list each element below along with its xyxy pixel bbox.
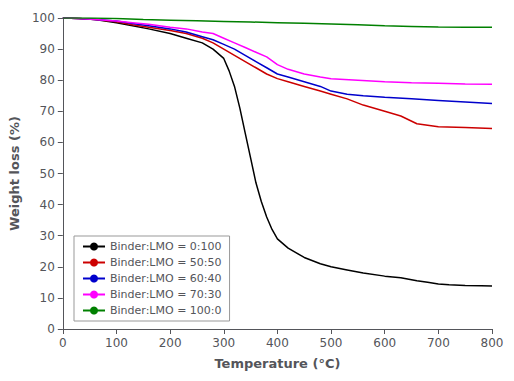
- svg-text:Temperature (°C): Temperature (°C): [214, 356, 340, 371]
- svg-text:500: 500: [320, 336, 343, 350]
- svg-text:20: 20: [40, 260, 55, 274]
- svg-text:60: 60: [40, 135, 55, 149]
- svg-text:80: 80: [40, 73, 55, 87]
- svg-text:800: 800: [481, 336, 504, 350]
- svg-text:Binder:LMO = 100:0: Binder:LMO = 100:0: [110, 304, 222, 317]
- svg-text:Binder:LMO = 0:100: Binder:LMO = 0:100: [110, 240, 222, 253]
- svg-text:90: 90: [40, 42, 55, 56]
- svg-text:40: 40: [40, 198, 55, 212]
- svg-text:50: 50: [40, 167, 55, 181]
- svg-text:100: 100: [32, 11, 55, 25]
- svg-text:300: 300: [212, 336, 235, 350]
- svg-text:100: 100: [105, 336, 128, 350]
- svg-text:Binder:LMO = 70:30: Binder:LMO = 70:30: [110, 288, 222, 301]
- svg-text:700: 700: [427, 336, 450, 350]
- svg-text:Weight loss (%): Weight loss (%): [7, 116, 22, 231]
- svg-text:600: 600: [373, 336, 396, 350]
- svg-text:70: 70: [40, 104, 55, 118]
- svg-text:Binder:LMO = 50:50: Binder:LMO = 50:50: [110, 256, 222, 269]
- svg-text:0: 0: [47, 322, 55, 336]
- svg-text:200: 200: [159, 336, 182, 350]
- svg-text:30: 30: [40, 229, 55, 243]
- svg-text:Binder:LMO = 60:40: Binder:LMO = 60:40: [110, 272, 222, 285]
- svg-text:0: 0: [59, 336, 67, 350]
- svg-text:400: 400: [266, 336, 289, 350]
- svg-text:10: 10: [40, 291, 55, 305]
